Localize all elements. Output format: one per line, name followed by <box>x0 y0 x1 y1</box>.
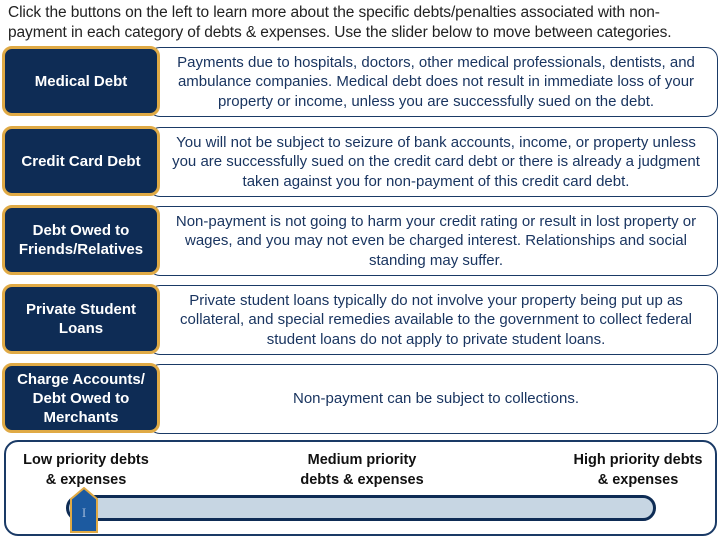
medical-debt-button[interactable]: Medical Debt <box>2 46 160 116</box>
charge-accounts-button[interactable]: Charge Accounts/ Debt Owed to Merchants <box>2 363 160 433</box>
category-row-friends: Non-payment is not going to harm your cr… <box>0 205 720 277</box>
category-description: You will not be subject to seizure of ba… <box>148 127 718 197</box>
instructions-text: Click the buttons on the left to learn m… <box>8 4 672 41</box>
category-row-medical: Payments due to hospitals, doctors, othe… <box>0 46 720 118</box>
private-student-loans-button[interactable]: Private Student Loans <box>2 284 160 354</box>
category-description: Payments due to hospitals, doctors, othe… <box>148 47 718 117</box>
slider-thumb[interactable]: I <box>70 487 98 533</box>
category-description: Non-payment can be subject to collection… <box>148 364 718 434</box>
medium-priority-label: Medium priority debts & expenses <box>300 452 424 488</box>
priority-slider-panel: Low priority debts & expenses Medium pri… <box>4 440 717 536</box>
slider-track[interactable] <box>66 495 656 521</box>
category-row-credit-card: You will not be subject to seizure of ba… <box>0 126 720 198</box>
category-description: Private student loans typically do not i… <box>148 285 718 355</box>
credit-card-debt-button[interactable]: Credit Card Debt <box>2 126 160 196</box>
friends-relatives-debt-button[interactable]: Debt Owed to Friends/Relatives <box>2 205 160 275</box>
category-row-merchants: Non-payment can be subject to collection… <box>0 363 720 435</box>
thumb-grip-icon: I <box>82 505 86 520</box>
low-priority-label: Low priority debts & expenses <box>23 452 149 488</box>
high-priority-label: High priority debts & expenses <box>573 452 703 488</box>
category-description: Non-payment is not going to harm your cr… <box>148 206 718 276</box>
category-row-student-loans: Private student loans typically do not i… <box>0 284 720 356</box>
